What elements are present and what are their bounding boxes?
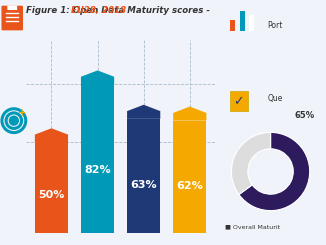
FancyBboxPatch shape — [173, 121, 206, 233]
Wedge shape — [231, 132, 271, 195]
Bar — [240, 11, 244, 31]
Wedge shape — [239, 132, 310, 211]
FancyBboxPatch shape — [2, 6, 23, 30]
Polygon shape — [35, 128, 68, 142]
Text: EU28, 2018: EU28, 2018 — [71, 6, 126, 15]
Text: 65%: 65% — [294, 111, 315, 121]
Polygon shape — [127, 105, 160, 119]
Text: ✓: ✓ — [233, 95, 244, 108]
Bar — [230, 20, 235, 31]
FancyBboxPatch shape — [35, 142, 68, 233]
Text: 50%: 50% — [38, 190, 65, 200]
Circle shape — [10, 117, 18, 124]
Text: Que: Que — [267, 94, 283, 102]
FancyBboxPatch shape — [127, 119, 160, 233]
Text: +: + — [18, 108, 26, 118]
Text: 62%: 62% — [176, 181, 203, 191]
Text: Port: Port — [267, 21, 283, 30]
Polygon shape — [81, 70, 114, 85]
Text: 63%: 63% — [130, 180, 157, 190]
FancyBboxPatch shape — [81, 85, 114, 233]
FancyBboxPatch shape — [230, 91, 248, 111]
Polygon shape — [173, 107, 206, 121]
Text: Figure 1: Open Data Maturity scores -: Figure 1: Open Data Maturity scores - — [26, 6, 213, 15]
FancyBboxPatch shape — [7, 5, 17, 10]
Bar — [249, 15, 254, 31]
Text: 82%: 82% — [84, 165, 111, 175]
Text: ■ Overall Maturit: ■ Overall Maturit — [225, 224, 280, 229]
